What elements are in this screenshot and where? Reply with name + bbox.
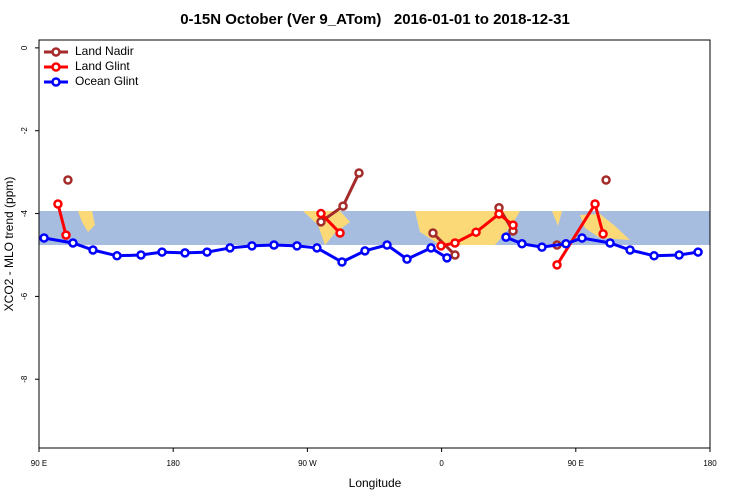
point <box>442 253 452 263</box>
point <box>402 254 412 264</box>
y-tick-label: 0 <box>20 45 29 50</box>
point <box>649 251 659 261</box>
point <box>693 247 703 257</box>
point <box>598 229 608 239</box>
y-tick-label: -8 <box>20 375 29 383</box>
x-axis-label: Longitude <box>349 476 402 490</box>
x-tick-label: 180 <box>703 459 717 468</box>
point <box>247 241 257 251</box>
point <box>335 228 345 238</box>
point <box>625 245 635 255</box>
point <box>202 247 212 257</box>
land <box>580 214 630 240</box>
point <box>428 228 438 238</box>
point <box>292 241 302 251</box>
land <box>552 211 562 226</box>
x-tick-label: 90 E <box>568 459 584 468</box>
point <box>61 230 71 240</box>
legend-label: Ocean Glint <box>75 74 139 88</box>
legend-label: Land Glint <box>75 59 130 73</box>
y-tick-label: -2 <box>20 127 29 135</box>
point <box>577 233 587 243</box>
point <box>590 199 600 209</box>
plot-frame <box>38 39 711 449</box>
point <box>316 208 326 219</box>
point <box>136 250 146 260</box>
x-tick-label: 90 W <box>298 459 317 468</box>
chart-title: 0-15N October (Ver 9_ATom) 2016-01-01 to… <box>180 11 570 28</box>
point <box>354 168 364 178</box>
x-tick-label: 90 E <box>31 459 47 468</box>
point <box>382 240 392 250</box>
land <box>78 211 95 232</box>
point <box>501 232 511 242</box>
point <box>63 175 73 185</box>
legend-label: Land Nadir <box>75 44 134 58</box>
point <box>39 233 49 243</box>
point <box>552 260 562 270</box>
y-axis-label: XCO2 - MLO trend (ppm) <box>2 177 16 312</box>
point <box>68 238 78 248</box>
point <box>180 248 190 258</box>
point <box>537 242 547 252</box>
point <box>471 227 481 237</box>
point <box>605 238 615 248</box>
point <box>561 239 571 249</box>
point <box>225 243 235 253</box>
point <box>674 250 684 260</box>
point <box>112 251 122 261</box>
series-line <box>56 200 605 266</box>
point <box>436 241 446 251</box>
point <box>157 247 167 257</box>
y-tick-label: -4 <box>20 209 29 217</box>
point <box>494 209 504 219</box>
point <box>601 175 611 185</box>
legend-marker <box>51 77 61 87</box>
legend-marker <box>51 47 61 57</box>
land <box>303 211 350 245</box>
point <box>426 243 436 253</box>
point <box>53 199 63 209</box>
point <box>450 250 460 260</box>
legend-marker <box>51 62 61 72</box>
point <box>338 201 348 211</box>
point <box>508 220 518 230</box>
point <box>337 257 347 267</box>
point <box>360 246 370 256</box>
x-tick-label: 0 <box>439 459 444 468</box>
point <box>88 245 98 255</box>
point <box>450 238 460 248</box>
point <box>269 240 279 250</box>
y-tick-label: -6 <box>20 292 29 300</box>
x-tick-label: 180 <box>167 459 181 468</box>
point <box>316 217 326 227</box>
point <box>312 243 322 253</box>
point <box>517 239 527 249</box>
